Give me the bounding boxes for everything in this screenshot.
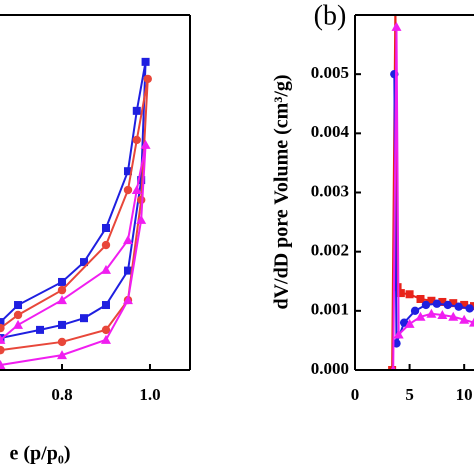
marker	[13, 310, 23, 320]
x-tick-label: 10	[456, 385, 473, 404]
marker	[437, 309, 448, 319]
marker	[438, 297, 447, 306]
marker	[58, 320, 67, 329]
marker	[0, 334, 6, 344]
x-tick-label: 0	[351, 385, 360, 404]
marker	[410, 306, 420, 316]
marker	[399, 318, 409, 327]
marker	[140, 139, 151, 149]
marker	[57, 337, 67, 347]
marker	[14, 301, 23, 310]
marker	[36, 325, 45, 334]
marker	[0, 318, 5, 327]
marker	[0, 360, 6, 370]
y-tick-label: 0.004	[311, 122, 350, 141]
marker	[101, 325, 111, 335]
marker	[100, 264, 111, 274]
marker	[391, 21, 402, 31]
marker	[143, 74, 152, 84]
x-tick-label: 1.0	[139, 385, 160, 404]
marker	[393, 329, 404, 339]
plot-area	[0, 57, 152, 370]
marker	[123, 266, 132, 275]
marker	[101, 240, 111, 250]
x-tick-label: 0.8	[51, 385, 72, 404]
marker	[57, 350, 68, 360]
marker	[432, 299, 442, 308]
marker	[123, 167, 132, 176]
marker	[123, 185, 133, 195]
y-tick-label: 0.001	[311, 300, 349, 319]
x-axis-label: e (p/p₀)	[10, 443, 71, 465]
series-line	[0, 78, 149, 352]
y-tick-label: 0.002	[311, 241, 349, 260]
marker	[469, 317, 474, 327]
marker	[141, 57, 150, 66]
x-tick-label: 5	[405, 385, 414, 404]
y-tick-label: 0.000	[311, 359, 349, 378]
marker	[459, 314, 470, 324]
marker	[137, 176, 146, 185]
marker	[396, 289, 405, 298]
marker	[0, 345, 5, 355]
marker	[136, 214, 147, 224]
marker	[405, 290, 414, 299]
y-axis-label: dV/dD pore Volume (cm³/g)	[271, 74, 293, 309]
marker	[415, 311, 426, 321]
marker	[13, 319, 24, 329]
marker	[421, 300, 431, 310]
marker	[80, 258, 89, 267]
marker	[465, 304, 474, 313]
marker	[449, 299, 458, 308]
marker	[391, 0, 399, 7]
panel-label: (b)	[314, 0, 347, 31]
marker	[100, 334, 111, 344]
plot-area	[388, 0, 474, 370]
marker	[416, 295, 425, 303]
marker	[443, 300, 452, 310]
marker	[448, 311, 459, 321]
marker	[454, 302, 463, 311]
marker	[404, 318, 415, 328]
marker	[390, 365, 396, 370]
series-line	[392, 26, 474, 370]
marker	[58, 277, 67, 286]
marker	[122, 295, 133, 305]
y-tick-label: 0.003	[311, 181, 349, 200]
marker	[132, 106, 141, 115]
marker	[132, 135, 141, 145]
marker	[460, 300, 469, 309]
y-tick-label: 0.005	[311, 63, 349, 82]
marker	[131, 185, 142, 195]
marker	[0, 323, 5, 333]
marker	[57, 285, 67, 295]
marker	[426, 308, 437, 318]
marker	[101, 224, 110, 232]
marker	[101, 301, 110, 310]
series-line	[0, 144, 147, 367]
marker	[122, 235, 133, 245]
marker	[427, 296, 436, 305]
marker	[57, 295, 68, 305]
marker	[80, 314, 89, 323]
